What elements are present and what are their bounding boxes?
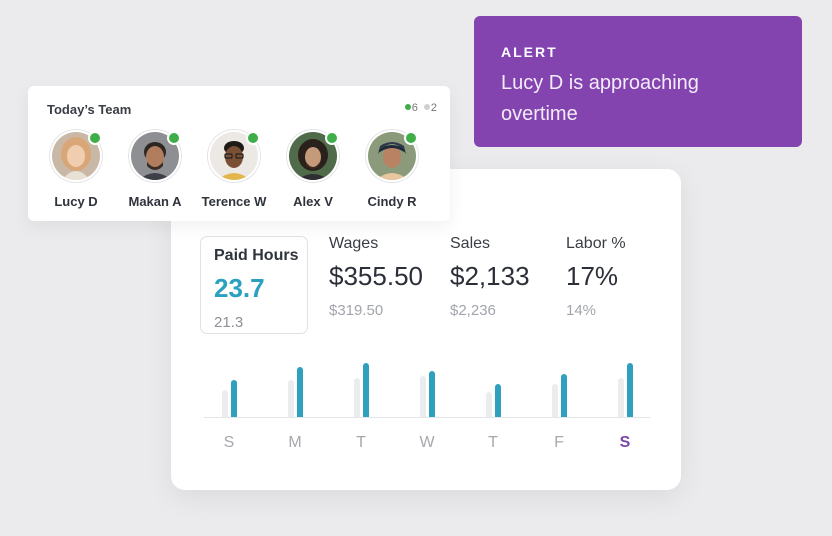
online-indicator-icon xyxy=(246,131,260,145)
bar-current xyxy=(231,380,237,417)
team-member[interactable]: Terence W xyxy=(194,130,274,209)
member-name: Cindy R xyxy=(367,194,417,209)
day-label[interactable]: T xyxy=(356,434,366,451)
bar-current xyxy=(561,374,567,417)
bar-current xyxy=(297,367,303,417)
stat-previous: $2,236 xyxy=(450,302,496,319)
stat-previous: $319.50 xyxy=(329,302,384,319)
online-indicator-icon xyxy=(88,131,102,145)
stat-value: 23.7 xyxy=(214,273,265,303)
avatar xyxy=(208,130,260,182)
stat-label: Wages xyxy=(329,235,379,252)
offline-count: 2 xyxy=(423,102,437,114)
bar-current xyxy=(363,363,369,417)
todays-team-card: Today’s Team 6 2 Lucy D xyxy=(28,86,450,221)
day-label[interactable]: M xyxy=(288,434,302,451)
avatar xyxy=(129,130,181,182)
stat-value: $355.50 xyxy=(329,261,423,291)
team-member[interactable]: Cindy R xyxy=(352,130,432,209)
bar-previous xyxy=(420,376,426,417)
team-member[interactable]: Lucy D xyxy=(36,130,116,209)
stat-label: Sales xyxy=(450,235,491,252)
bar-previous xyxy=(552,384,558,417)
day-label[interactable]: W xyxy=(419,434,435,451)
avatar xyxy=(50,130,102,182)
alert-message: Lucy D is approaching overtime xyxy=(501,72,699,125)
day-label[interactable]: F xyxy=(554,434,564,451)
bar-current xyxy=(495,384,501,417)
overtime-alert[interactable]: ALERT Lucy D is approaching overtime xyxy=(474,16,802,147)
labor-metrics-card: Paid Hours 23.7 21.3 Wages $355.50 $319.… xyxy=(171,169,681,490)
stat-labor-percent[interactable]: Labor % 17% 14% xyxy=(566,235,626,319)
online-dot-icon xyxy=(404,104,411,110)
day-label[interactable]: T xyxy=(488,434,498,451)
stat-sales[interactable]: Sales $2,133 $2,236 xyxy=(450,235,530,319)
member-name: Alex V xyxy=(293,194,333,209)
stat-label: Labor % xyxy=(566,235,626,252)
stat-wages[interactable]: Wages $355.50 $319.50 xyxy=(329,235,423,319)
team-member[interactable]: Makan A xyxy=(115,130,195,209)
stat-label: Paid Hours xyxy=(214,247,299,264)
avatar xyxy=(366,130,418,182)
bar-previous xyxy=(354,378,360,417)
online-indicator-icon xyxy=(404,131,418,145)
stat-value: 17% xyxy=(566,261,619,291)
online-indicator-icon xyxy=(325,131,339,145)
offline-dot-icon xyxy=(423,104,430,110)
member-name: Makan A xyxy=(128,194,182,209)
stat-value: $2,133 xyxy=(450,261,530,291)
team-member[interactable]: Alex V xyxy=(273,130,353,209)
online-count: 6 xyxy=(404,102,418,114)
team-status-counts: 6 2 xyxy=(404,102,437,114)
bar-current xyxy=(627,363,633,417)
stat-paid-hours[interactable]: Paid Hours 23.7 21.3 xyxy=(200,236,308,334)
team-title: Today’s Team xyxy=(47,102,132,117)
bar-previous xyxy=(288,380,294,417)
stat-previous: 14% xyxy=(566,302,597,319)
bar-previous xyxy=(486,392,492,417)
alert-title: ALERT xyxy=(501,44,558,60)
day-label[interactable]: S xyxy=(223,434,235,451)
stat-previous: 21.3 xyxy=(214,314,244,331)
day-label[interactable]: S xyxy=(619,434,631,451)
member-name: Terence W xyxy=(201,194,267,209)
bar-current xyxy=(429,371,435,417)
bar-previous xyxy=(222,390,228,417)
avatar xyxy=(287,130,339,182)
bar-previous xyxy=(618,378,624,417)
online-indicator-icon xyxy=(167,131,181,145)
chart-baseline xyxy=(204,417,650,418)
member-name: Lucy D xyxy=(54,194,98,209)
